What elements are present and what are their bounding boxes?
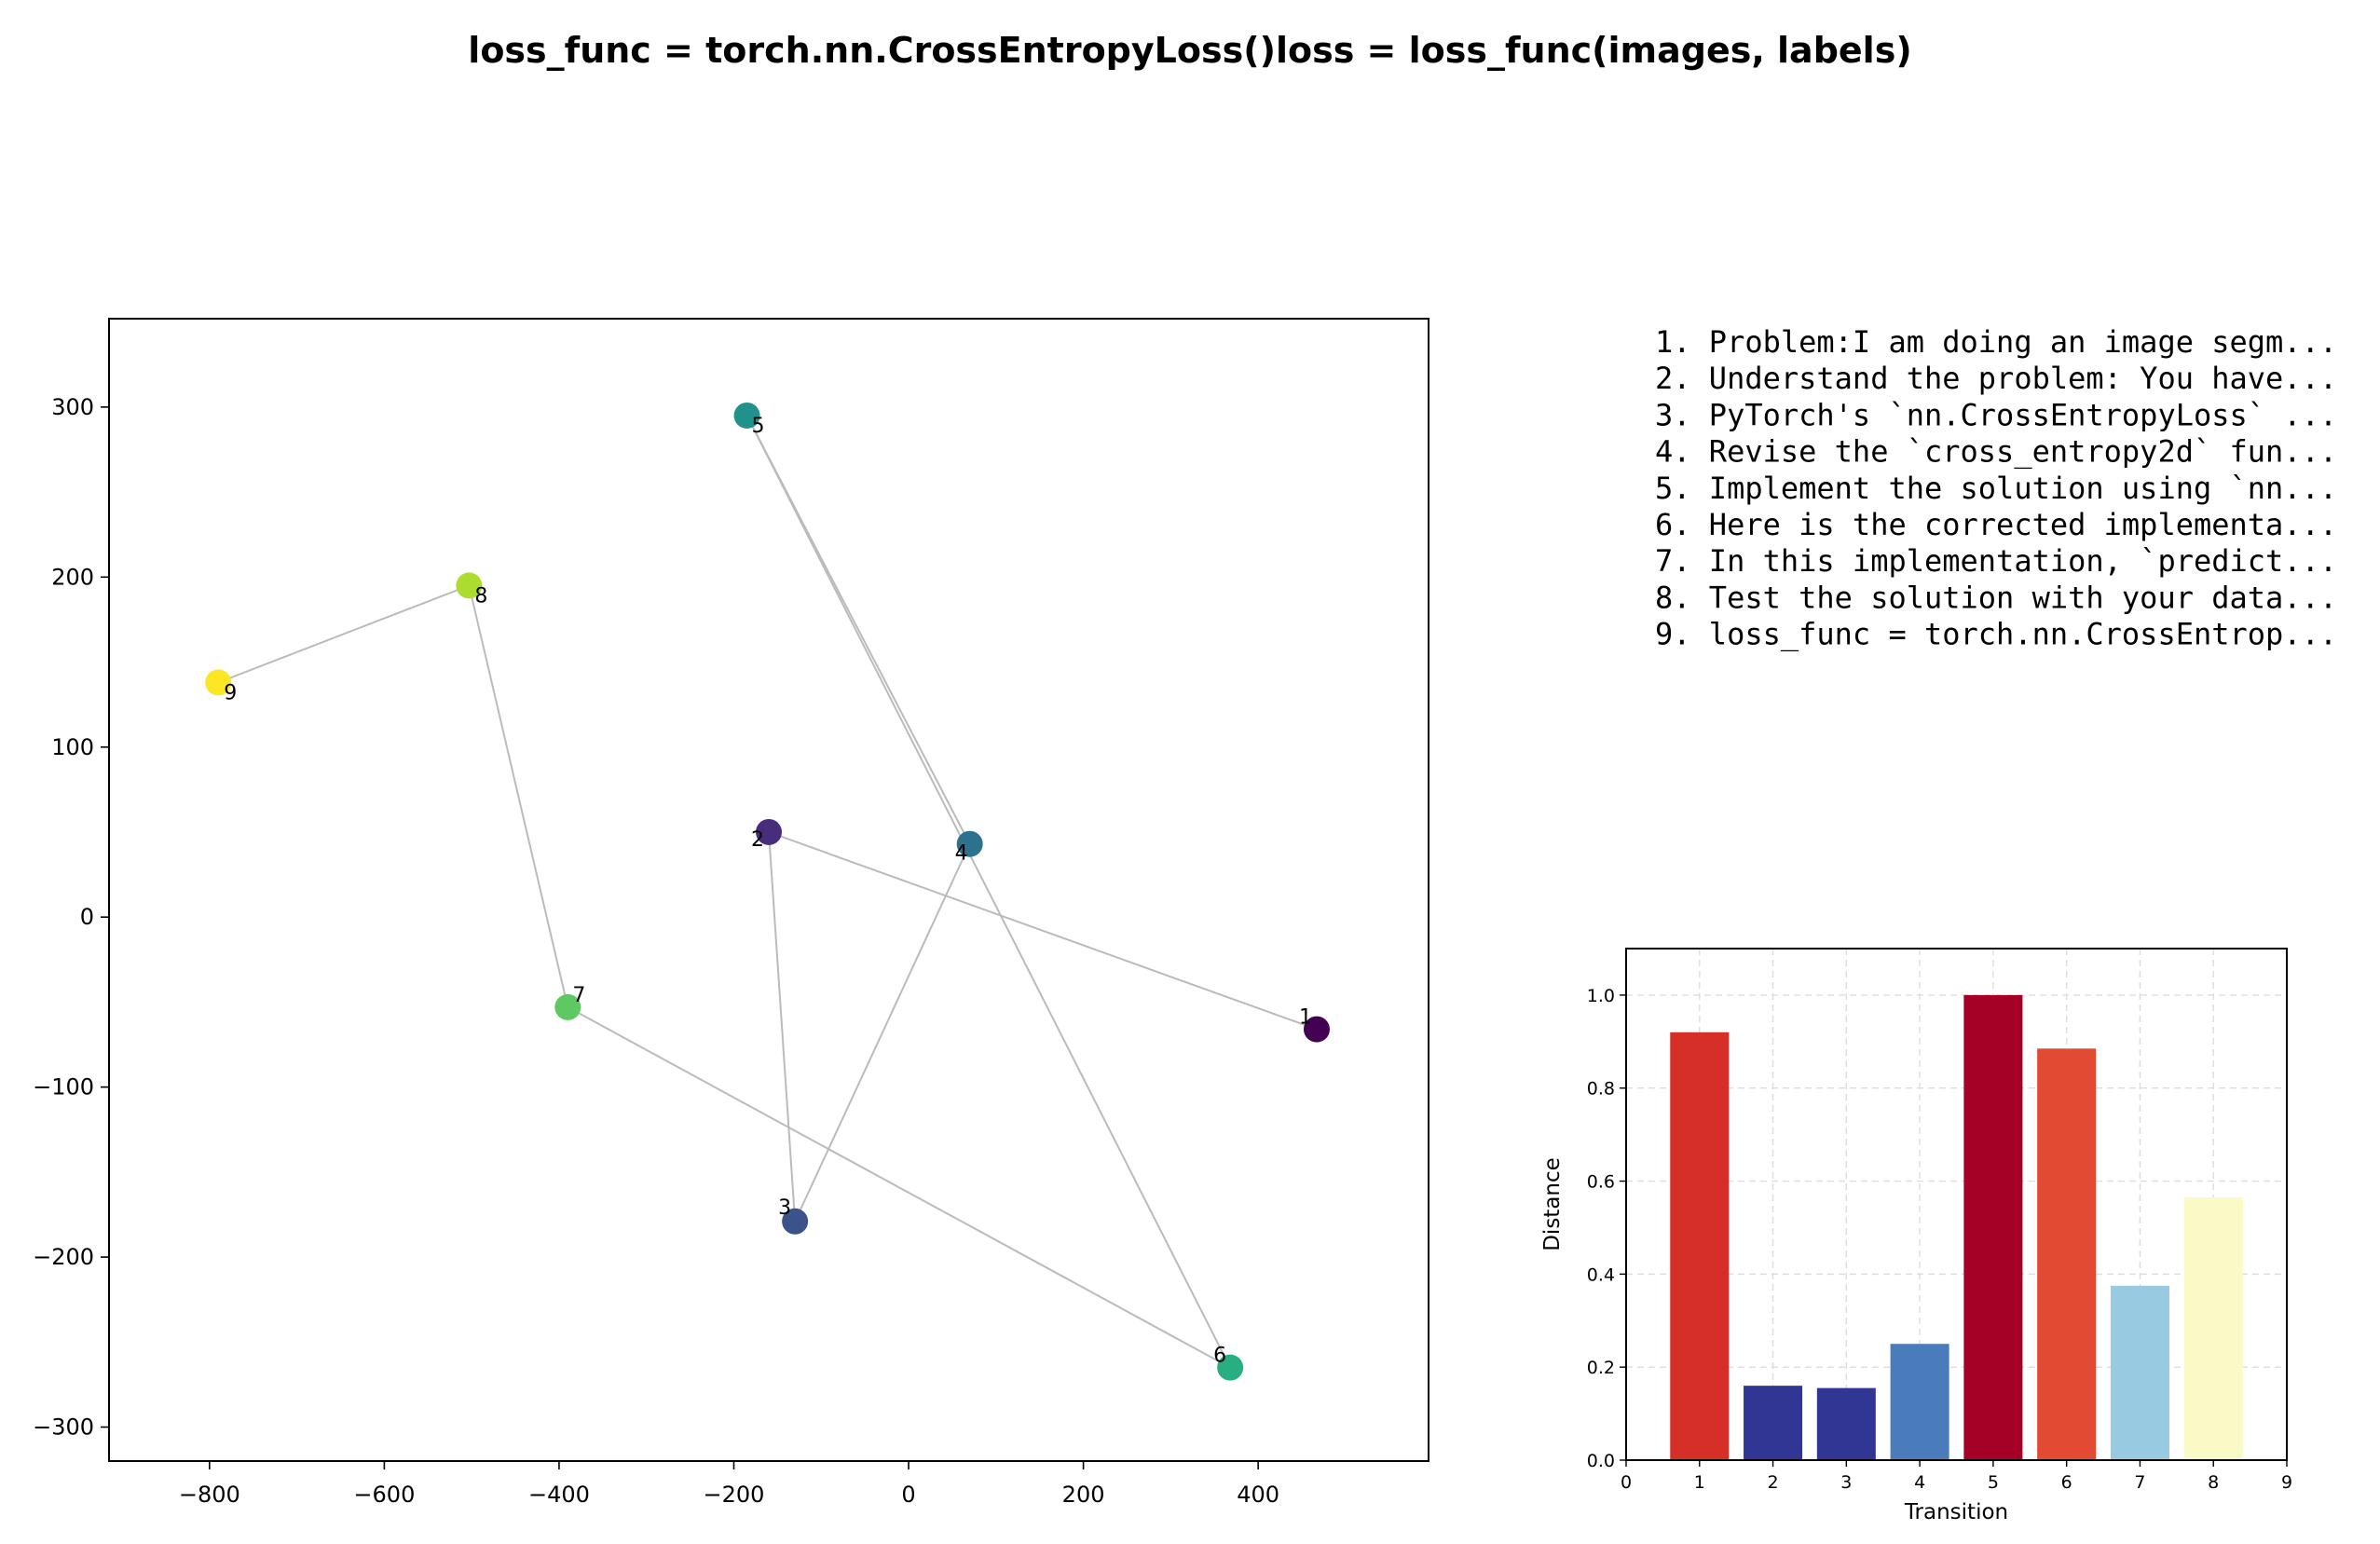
x-tick-label: 400 bbox=[1237, 1482, 1279, 1508]
scatter-chart: −800 −600 −400 −200 0 200 400 −300 −200 −100 0 100 2… bbox=[33, 318, 1429, 1508]
x-tick-label: 0 bbox=[901, 1482, 915, 1508]
figure-title: loss_func = torch.nn.CrossEntropyLoss()l… bbox=[468, 30, 1911, 71]
point-marker bbox=[1303, 1016, 1330, 1043]
x-tick-label: 3 bbox=[1840, 1472, 1852, 1493]
x-tick-label: 2 bbox=[1768, 1472, 1779, 1493]
step-item: 9. loss_func = torch.nn.CrossEntrop... bbox=[1655, 617, 2337, 652]
bar bbox=[1963, 994, 2023, 1460]
step-item: 7. In this implementation, `predict... bbox=[1655, 543, 2337, 579]
x-tick-label: −800 bbox=[179, 1482, 240, 1508]
point-marker bbox=[554, 993, 581, 1020]
bar-frame bbox=[1625, 948, 2288, 1461]
bar bbox=[2037, 1048, 2097, 1460]
y-tick-label: 0.2 bbox=[1587, 1358, 1615, 1378]
transition-line bbox=[768, 831, 797, 1222]
step-item: 6. Here is the corrected implementa... bbox=[1655, 507, 2337, 542]
scatter-frame bbox=[108, 318, 1429, 1462]
bar-chart: 0 1 2 3 4 5 6 7 8 9 0.0 0.2 0.4 0.6 0.8 1.0 Transition Di… bbox=[1540, 948, 2292, 1524]
y-tick-label: 0.4 bbox=[1587, 1264, 1615, 1285]
point-marker bbox=[756, 818, 782, 845]
point-marker bbox=[733, 402, 760, 429]
point-label: 2 bbox=[751, 828, 764, 852]
transition-line bbox=[768, 831, 1318, 1031]
point-marker bbox=[956, 830, 983, 857]
transition-line bbox=[567, 1006, 1231, 1369]
x-tick-label: 4 bbox=[1914, 1472, 1925, 1493]
y-axis-label: Distance bbox=[1540, 1157, 1565, 1251]
y-tick-label: 1.0 bbox=[1587, 986, 1615, 1006]
x-tick-label: 6 bbox=[2061, 1472, 2072, 1493]
bar bbox=[1816, 1387, 1876, 1460]
y-tick-label: 0.6 bbox=[1587, 1172, 1615, 1193]
point-label: 1 bbox=[1299, 1006, 1312, 1030]
x-tick-label: −600 bbox=[353, 1482, 415, 1508]
step-item: 8. Test the solution with your data... bbox=[1655, 580, 2337, 615]
transition-line bbox=[217, 584, 470, 684]
y-tick-label: 100 bbox=[51, 734, 94, 760]
steps-list: 1. Problem:I am doing an image segm...2.… bbox=[1655, 324, 2337, 652]
y-tick-label: 0 bbox=[80, 904, 94, 930]
bar bbox=[2183, 1197, 2243, 1460]
point-marker bbox=[782, 1208, 809, 1235]
y-tick-label: −100 bbox=[33, 1074, 94, 1100]
y-tick-label: 0.8 bbox=[1587, 1079, 1615, 1100]
x-tick-label: 0 bbox=[1621, 1472, 1632, 1493]
step-item: 3. PyTorch's `nn.CrossEntropyLoss` ... bbox=[1655, 397, 2337, 432]
point-marker bbox=[1217, 1354, 1244, 1381]
bar bbox=[1670, 1032, 1730, 1460]
step-item: 1. Problem:I am doing an image segm... bbox=[1655, 324, 2337, 360]
step-item: 4. Revise the `cross_entropy2d` fun... bbox=[1655, 434, 2337, 470]
transition-line bbox=[745, 415, 1232, 1369]
point-label: 6 bbox=[1213, 1345, 1226, 1368]
bar bbox=[1890, 1344, 1949, 1460]
point-marker bbox=[456, 572, 483, 599]
transition-line bbox=[468, 585, 569, 1008]
x-tick-label: 8 bbox=[2208, 1472, 2219, 1493]
point-marker bbox=[205, 669, 232, 696]
point-label: 8 bbox=[474, 584, 487, 608]
y-tick-label: 200 bbox=[51, 564, 94, 590]
x-tick-label: −400 bbox=[528, 1482, 590, 1508]
x-tick-label: 9 bbox=[2281, 1472, 2292, 1493]
point-label: 3 bbox=[778, 1196, 791, 1220]
x-tick-label: 200 bbox=[1062, 1482, 1105, 1508]
point-label: 7 bbox=[572, 984, 585, 1007]
x-tick-label: −200 bbox=[704, 1482, 765, 1508]
y-tick-label: 0.0 bbox=[1587, 1451, 1615, 1471]
step-item: 5. Implement the solution using `nn... bbox=[1655, 471, 2337, 506]
point-label: 9 bbox=[224, 681, 237, 704]
y-tick-label: 300 bbox=[51, 394, 94, 420]
step-item: 2. Understand the problem: You have... bbox=[1655, 361, 2337, 396]
point-label: 4 bbox=[955, 842, 968, 866]
x-tick-label: 7 bbox=[2134, 1472, 2145, 1493]
y-tick-label: −200 bbox=[33, 1244, 94, 1270]
point-label: 5 bbox=[752, 415, 765, 438]
bar bbox=[2110, 1285, 2169, 1460]
x-tick-label: 5 bbox=[1988, 1472, 1999, 1493]
x-axis-label: Transition bbox=[1904, 1500, 2008, 1524]
y-tick-label: −300 bbox=[33, 1414, 94, 1441]
x-tick-label: 1 bbox=[1694, 1472, 1705, 1493]
bar bbox=[1744, 1386, 1803, 1460]
transition-line bbox=[794, 843, 971, 1223]
